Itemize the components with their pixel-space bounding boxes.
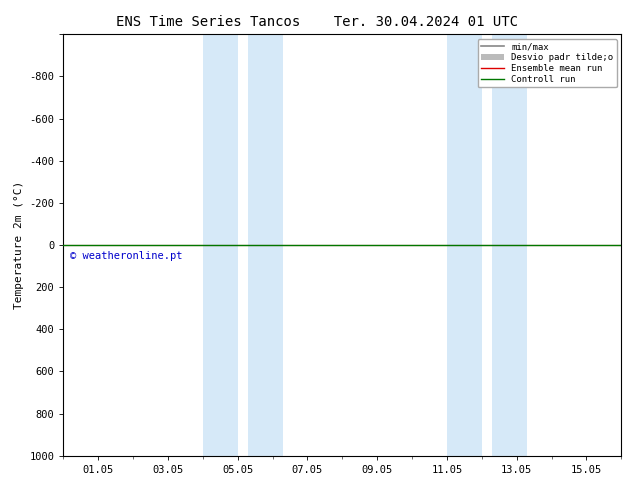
- Bar: [493, 34, 527, 456]
- Bar: [203, 34, 238, 456]
- Bar: [248, 34, 283, 456]
- Bar: [447, 34, 482, 456]
- Text: ENS Time Series Tancos    Ter. 30.04.2024 01 UTC: ENS Time Series Tancos Ter. 30.04.2024 0…: [116, 15, 518, 29]
- Y-axis label: Temperature 2m (°C): Temperature 2m (°C): [14, 181, 24, 309]
- Legend: min/max, Desvio padr tilde;o, Ensemble mean run, Controll run: min/max, Desvio padr tilde;o, Ensemble m…: [477, 39, 617, 87]
- Text: © weatheronline.pt: © weatheronline.pt: [70, 251, 183, 261]
